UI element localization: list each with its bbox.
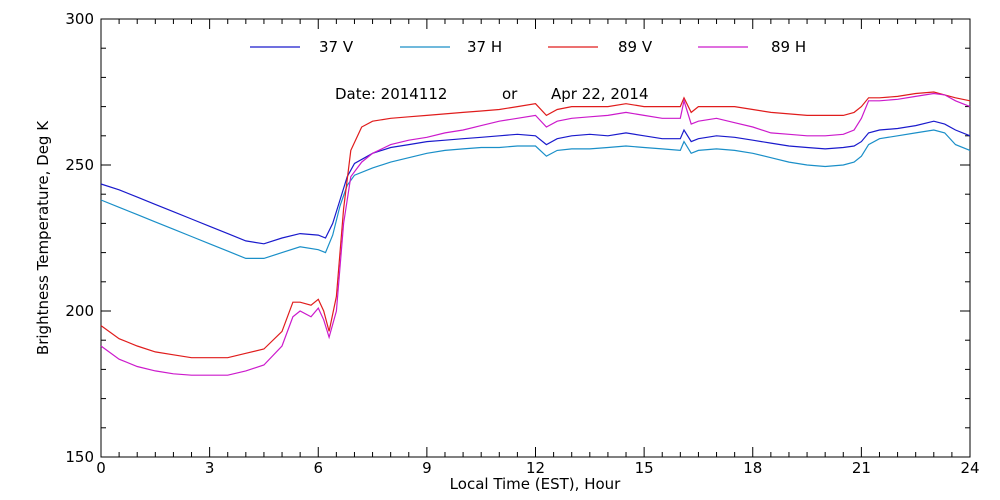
x-tick-label: 12 — [526, 459, 545, 477]
legend-label: 37 H — [467, 38, 502, 56]
date-label: Date: 2014112 — [335, 85, 447, 103]
plot-frame — [100, 18, 971, 458]
series-line-89-v — [100, 91, 971, 359]
or-label: or — [502, 85, 518, 103]
x-axis-label: Local Time (EST), Hour — [450, 475, 621, 493]
date-text: Apr 22, 2014 — [551, 85, 649, 103]
y-axis-ticks: 150 200 250 300 — [65, 10, 970, 466]
x-tick-label: 15 — [635, 459, 654, 477]
y-tick-label: 300 — [65, 10, 94, 28]
series-line-89-h — [100, 92, 971, 376]
x-tick-label: 24 — [960, 459, 979, 477]
x-tick-label: 6 — [313, 459, 323, 477]
y-tick-label: 150 — [65, 448, 94, 466]
plot-border — [100, 18, 971, 458]
y-axis-label: Brightness Temperature, Deg K — [34, 120, 52, 355]
x-tick-label: 18 — [743, 459, 762, 477]
x-axis-ticks: 0 3 6 9 12 15 18 21 24 — [96, 19, 980, 477]
legend-label: 89 V — [618, 38, 653, 56]
x-tick-label: 0 — [96, 459, 106, 477]
series-layer — [100, 91, 971, 376]
legend-label: 89 H — [771, 38, 806, 56]
x-tick-label: 9 — [422, 459, 432, 477]
legend-label: 37 V — [319, 38, 354, 56]
x-tick-label: 3 — [205, 459, 215, 477]
legend: 37 V 37 H 89 V 89 H — [250, 38, 806, 56]
y-tick-label: 200 — [65, 302, 94, 320]
y-tick-label: 250 — [65, 156, 94, 174]
x-tick-label: 21 — [852, 459, 871, 477]
series-line-37-h — [100, 129, 971, 259]
series-line-37-v — [100, 120, 971, 245]
